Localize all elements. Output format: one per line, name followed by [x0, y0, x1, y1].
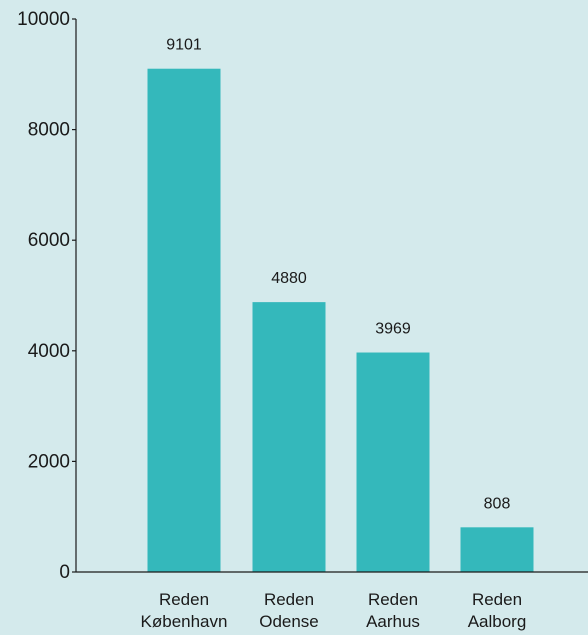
- y-tick-label: 6000: [28, 230, 70, 251]
- bar-value-label: 3969: [375, 321, 411, 338]
- bars: 9101 4880 3969 808: [147, 37, 534, 573]
- x-axis: Reden København Reden Odense Reden Aarhus Rede…: [76, 571, 588, 631]
- y-tick-label: 8000: [28, 120, 70, 141]
- y-tick-label: 2000: [28, 451, 70, 472]
- x-category-label: Reden: [264, 590, 314, 609]
- bar: [460, 527, 534, 572]
- bar: [356, 352, 430, 572]
- bar: [147, 68, 221, 573]
- x-category-label: København: [141, 612, 228, 631]
- bar: [252, 302, 326, 572]
- y-axis: 0 2000 4000 6000 8000 10000: [17, 9, 77, 583]
- y-tick-label: 4000: [28, 341, 70, 362]
- x-category-label: Reden: [368, 590, 418, 609]
- x-category-label: Aalborg: [468, 612, 527, 631]
- x-category-label: Reden: [472, 590, 522, 609]
- y-tick-label: 10000: [17, 9, 70, 30]
- bar-value-label: 9101: [166, 37, 202, 54]
- x-category-label: Aarhus: [366, 612, 420, 631]
- x-category-label: Reden: [159, 590, 209, 609]
- bar-value-label: 4880: [271, 270, 307, 287]
- bar-value-label: 808: [484, 495, 511, 512]
- x-category-label: Odense: [259, 612, 319, 631]
- y-tick-label: 0: [59, 562, 70, 583]
